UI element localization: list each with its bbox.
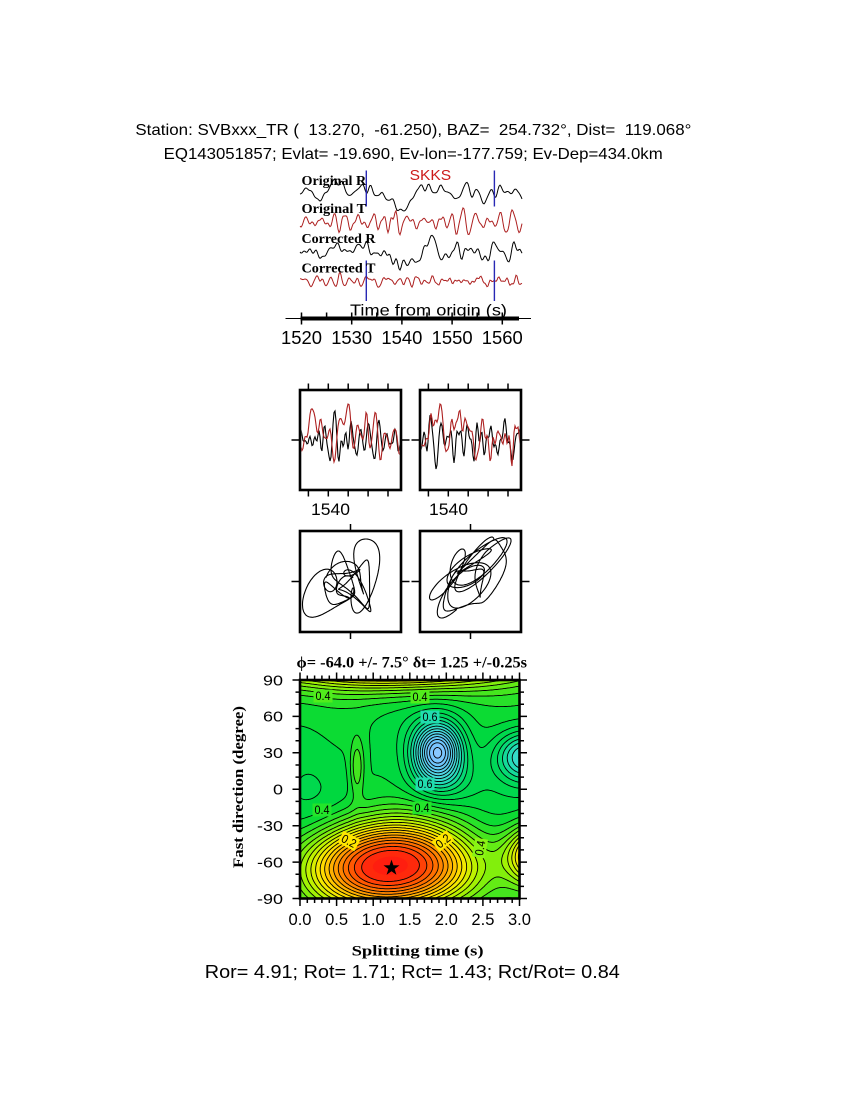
svg-text:0.4: 0.4 xyxy=(315,803,330,817)
svg-text:60: 60 xyxy=(263,709,283,726)
svg-text:EQ143051857; Evlat= -19.690, E: EQ143051857; Evlat= -19.690, Ev-lon=-177… xyxy=(164,146,663,163)
svg-text:0.6: 0.6 xyxy=(418,777,433,791)
svg-text:0.2: 0.2 xyxy=(339,831,359,851)
svg-text:0.6: 0.6 xyxy=(423,710,438,724)
svg-text:0.5: 0.5 xyxy=(325,911,348,929)
svg-text:ϕ= -64.0 +/- 7.5° δt= 1.25 +/-: ϕ= -64.0 +/- 7.5° δt= 1.25 +/-0.25s xyxy=(297,655,528,672)
svg-text:0.0: 0.0 xyxy=(289,911,312,929)
svg-text:1540: 1540 xyxy=(429,501,468,519)
svg-text:90: 90 xyxy=(263,672,283,689)
svg-text:2.0: 2.0 xyxy=(435,911,458,929)
svg-text:SKKS: SKKS xyxy=(410,167,452,184)
svg-text:1.0: 1.0 xyxy=(362,911,385,929)
svg-text:Corrected T: Corrected T xyxy=(302,261,376,276)
svg-text:Splitting time (s): Splitting time (s) xyxy=(352,944,484,960)
svg-text:0.4: 0.4 xyxy=(415,801,430,815)
svg-text:0.4: 0.4 xyxy=(472,839,488,856)
svg-text:-60: -60 xyxy=(257,854,283,871)
svg-text:Original R: Original R xyxy=(302,173,367,188)
svg-text:0: 0 xyxy=(273,782,283,799)
svg-text:1520: 1520 xyxy=(281,327,322,348)
svg-text:-30: -30 xyxy=(257,818,283,835)
svg-text:Original T: Original T xyxy=(302,201,367,216)
svg-text:Fast direction (degree): Fast direction (degree) xyxy=(231,706,247,868)
svg-text:1540: 1540 xyxy=(381,327,422,348)
svg-text:1550: 1550 xyxy=(432,327,473,348)
svg-text:Station: SVBxxx_TR ( 13.270,: Station: SVBxxx_TR ( 13.270, -61.250), B… xyxy=(135,122,691,139)
svg-text:-90: -90 xyxy=(257,891,283,908)
svg-text:1540: 1540 xyxy=(311,501,350,519)
svg-text:1560: 1560 xyxy=(482,327,523,348)
svg-text:3.0: 3.0 xyxy=(508,911,531,929)
svg-text:1.5: 1.5 xyxy=(398,911,421,929)
svg-text:Time from origin (s): Time from origin (s) xyxy=(350,303,507,320)
svg-text:30: 30 xyxy=(263,745,283,762)
svg-text:1530: 1530 xyxy=(331,327,372,348)
svg-text:Ror= 4.91; Rot= 1.71; Rct= 1.4: Ror= 4.91; Rot= 1.71; Rct= 1.43; Rct/Rot… xyxy=(205,961,620,982)
svg-text:0.4: 0.4 xyxy=(413,690,428,704)
svg-text:2.5: 2.5 xyxy=(471,911,494,929)
svg-text:Corrected R: Corrected R xyxy=(302,231,376,246)
svg-text:0.4: 0.4 xyxy=(316,689,331,703)
